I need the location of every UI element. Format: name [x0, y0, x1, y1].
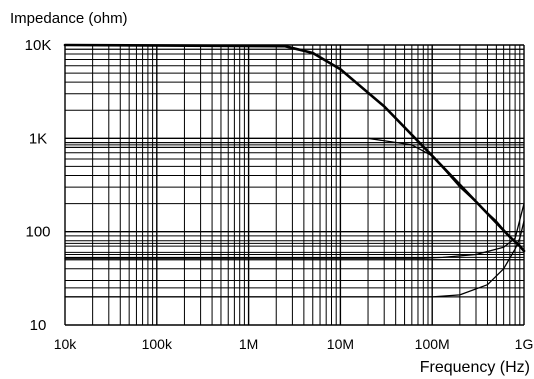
y-tick-label: 10 [30, 317, 47, 334]
x-tick-label: 1G [515, 336, 534, 352]
x-tick-label: 100k [142, 336, 173, 352]
y-axis-label: Impedance (ohm) [10, 10, 128, 27]
y-tick-label: 100 [25, 224, 50, 241]
tick-labels: 10k 100k 1M 10M 100M 1G 10 100 1K 10K [25, 37, 534, 352]
grid [64, 44, 525, 326]
y-tick-label: 10K [25, 37, 52, 54]
x-tick-label: 10M [327, 336, 354, 352]
series-group [63, 43, 526, 298]
x-tick-label: 1M [239, 336, 258, 352]
series-line-2 [367, 137, 511, 238]
y-tick-label: 1K [29, 130, 47, 147]
series-line-1 [63, 43, 526, 253]
x-tick-label: 100M [415, 336, 450, 352]
series-line-3 [64, 202, 525, 259]
x-axis-label: Frequency (Hz) [420, 359, 530, 376]
series-line-4 [64, 220, 525, 298]
x-tick-label: 10k [54, 336, 78, 352]
